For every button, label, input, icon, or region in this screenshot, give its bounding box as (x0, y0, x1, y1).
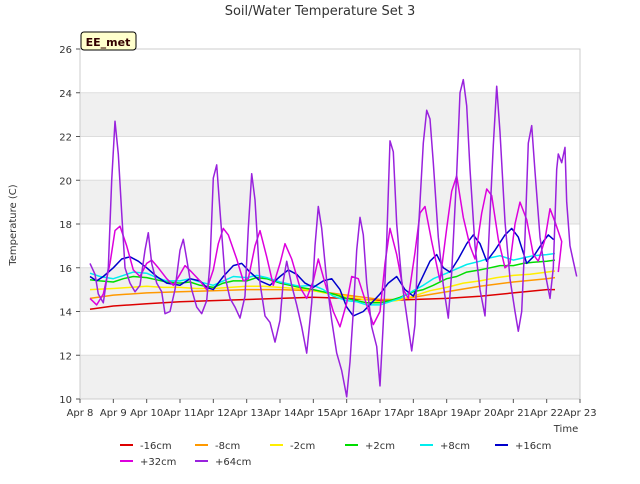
legend-label: -8cm (215, 441, 240, 452)
legend-label: +64cm (215, 457, 251, 468)
y-tick-label: 12 (59, 351, 72, 362)
y-tick-label: 20 (59, 176, 72, 187)
x-axis-label: Time (553, 424, 578, 435)
legend-label: +8cm (440, 441, 470, 452)
legend-label: -2cm (290, 441, 315, 452)
x-tick-label: Apr 13 (230, 408, 263, 419)
x-tick-label: Apr 16 (330, 408, 363, 419)
station-label: EE_met (86, 36, 131, 49)
series-lines (89, 78, 578, 398)
x-tick-label: Apr 10 (130, 408, 163, 419)
x-tick-label: Apr 14 (263, 408, 296, 419)
x-tick-label: Apr 20 (463, 408, 496, 419)
legend-label: +32cm (140, 457, 176, 468)
x-tick-label: Apr 12 (197, 408, 230, 419)
y-axis-label: Temperature (C) (8, 184, 19, 266)
x-axis-ticks: Apr 8 Apr 9 Apr 10 Apr 11 Apr 12 Apr 13 Apr 14… (67, 399, 597, 419)
x-tick-label: Apr 21 (497, 408, 530, 419)
legend: -16cm -8cm -2cm +2cm +8cm +16cm +32cm +64cm (120, 441, 551, 468)
series-line-64cm (89, 78, 578, 398)
y-tick-label: 24 (59, 89, 72, 100)
y-tick-label: 10 (59, 395, 72, 406)
x-tick-label: Apr 18 (397, 408, 430, 419)
y-tick-label: 22 (59, 133, 72, 144)
legend-label: +16cm (515, 441, 551, 452)
plot-band (80, 92, 580, 137)
legend-label: +2cm (365, 441, 395, 452)
chart-title: Soil/Water Temperature Set 3 (225, 4, 416, 19)
station-label-box: EE_met (80, 31, 137, 51)
y-axis-ticks: 10 12 14 16 18 20 22 24 26 (59, 45, 80, 406)
x-tick-label: Apr 17 (363, 408, 396, 419)
x-tick-label: Apr 15 (297, 408, 330, 419)
x-tick-label: Apr 9 (100, 408, 127, 419)
series-line-2cm (89, 259, 556, 304)
x-tick-label: Apr 22 (530, 408, 563, 419)
x-tick-label: Apr 11 (163, 408, 196, 419)
series-line-32cm (89, 175, 563, 328)
legend-label: -16cm (140, 441, 172, 452)
x-tick-label: Apr 19 (430, 408, 463, 419)
y-tick-label: 16 (59, 264, 72, 275)
y-tick-label: 26 (59, 45, 72, 56)
plot-band (80, 180, 580, 224)
x-tick-label: Apr 8 (67, 408, 94, 419)
x-tick-label: Apr 23 (563, 408, 596, 419)
plot-band (80, 355, 580, 399)
y-tick-label: 14 (59, 308, 72, 319)
series-line-8cm (89, 252, 556, 306)
y-tick-label: 18 (59, 220, 72, 231)
